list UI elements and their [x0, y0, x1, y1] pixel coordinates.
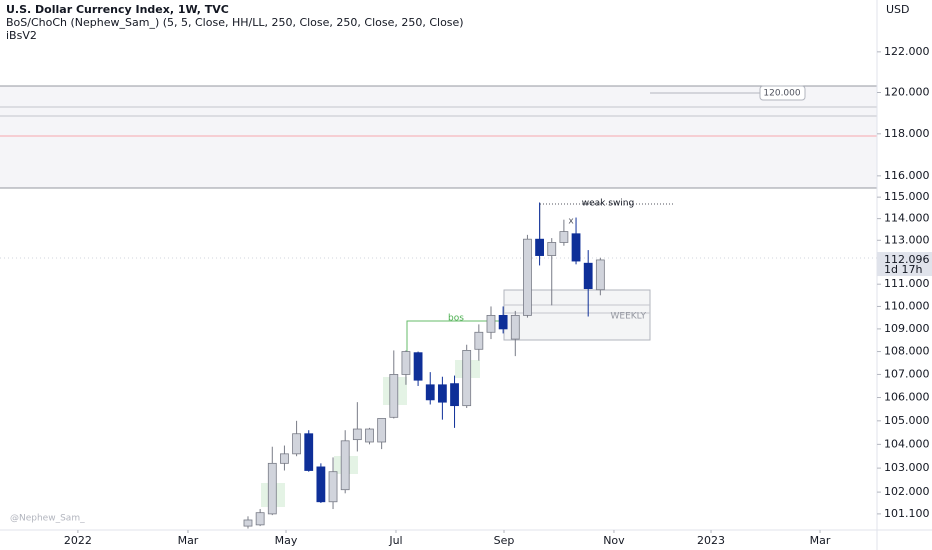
- swing-mark: x: [568, 217, 574, 227]
- level-label: 120.000: [763, 89, 800, 99]
- x-tick-label: 2023: [697, 534, 725, 547]
- candle-body: [486, 314, 496, 333]
- y-tick-label: 101.100: [884, 507, 930, 520]
- candles: [243, 202, 605, 529]
- candle-body: [304, 433, 314, 471]
- candle-body: [255, 512, 265, 526]
- last-price-box: [877, 252, 932, 277]
- indicator: iBsV2: [6, 29, 37, 42]
- candle-body: [267, 462, 277, 515]
- candle-body: [559, 231, 569, 243]
- bos-line: [406, 320, 505, 352]
- x-tick-label: Mar: [178, 534, 199, 547]
- candle-body: [292, 433, 301, 455]
- y-tick-label: 105.000: [884, 414, 930, 427]
- candle-body: [425, 384, 435, 401]
- y-tick-label: 111.000: [884, 277, 930, 290]
- y-tick-label: 108.000: [884, 345, 930, 358]
- candle-body: [316, 466, 326, 503]
- chart-title: U.S. Dollar Currency Index, 1W, TVC: [6, 3, 229, 16]
- y-tick-label: 107.000: [884, 367, 930, 380]
- candle-body: [571, 233, 581, 262]
- y-tick-label: 114.000: [884, 212, 930, 225]
- swing-label: weak swing: [582, 199, 634, 209]
- candle-body: [547, 242, 557, 256]
- candle-body: [498, 314, 508, 330]
- x-tick-label: Jul: [388, 534, 402, 547]
- candle-body: [280, 453, 289, 464]
- candle-body: [474, 331, 484, 350]
- y-tick-label: 104.000: [884, 437, 930, 450]
- candle-body: [583, 262, 593, 290]
- candle-body: [595, 259, 605, 291]
- candle-body: [340, 440, 350, 491]
- x-tick-label: 2022: [64, 534, 92, 547]
- y-tick-label: 103.000: [884, 461, 930, 474]
- y-tick-label: 116.000: [884, 169, 930, 182]
- candle-body: [523, 238, 532, 316]
- currency: USD: [886, 3, 910, 16]
- y-tick-label: 106.000: [884, 391, 930, 404]
- y-tick-label: 109.000: [884, 322, 930, 335]
- candle-body: [510, 314, 520, 340]
- countdown: 1d 17h: [884, 263, 922, 276]
- watermark: @Nephew_Sam_: [10, 514, 85, 524]
- candle-body: [401, 351, 411, 375]
- candle-body: [352, 428, 362, 441]
- candle-body: [389, 374, 399, 418]
- bos-label: bos: [448, 314, 464, 324]
- indicator: BoS/ChoCh (Nephew_Sam_) (5, 5, Close, HH…: [6, 16, 464, 29]
- candle-body: [462, 350, 472, 407]
- last-price: 112.096: [884, 253, 930, 266]
- candle-body: [450, 383, 459, 407]
- candle-body: [377, 418, 387, 443]
- zone-band: [0, 86, 877, 188]
- y-tick-label: 120.000: [884, 85, 930, 98]
- x-tick-label: May: [275, 534, 298, 547]
- candle-body: [328, 471, 338, 503]
- x-tick-label: Mar: [810, 534, 831, 547]
- y-tick-label: 122.000: [884, 45, 930, 58]
- level-box: [759, 85, 806, 101]
- y-tick-label: 102.000: [884, 485, 930, 498]
- x-tick-label: Sep: [494, 534, 515, 547]
- candle-body: [243, 519, 253, 527]
- candle-body: [535, 238, 544, 256]
- candle-body: [437, 384, 447, 403]
- zone-label: WEEKLY: [611, 312, 647, 322]
- y-tick-label: 113.000: [884, 233, 930, 246]
- candle-body: [365, 428, 374, 443]
- y-tick-label: 115.000: [884, 190, 930, 203]
- candle-body: [413, 352, 423, 381]
- y-tick-label: 118.000: [884, 127, 930, 140]
- x-tick-label: Nov: [603, 534, 625, 547]
- y-tick-label: 110.000: [884, 299, 930, 312]
